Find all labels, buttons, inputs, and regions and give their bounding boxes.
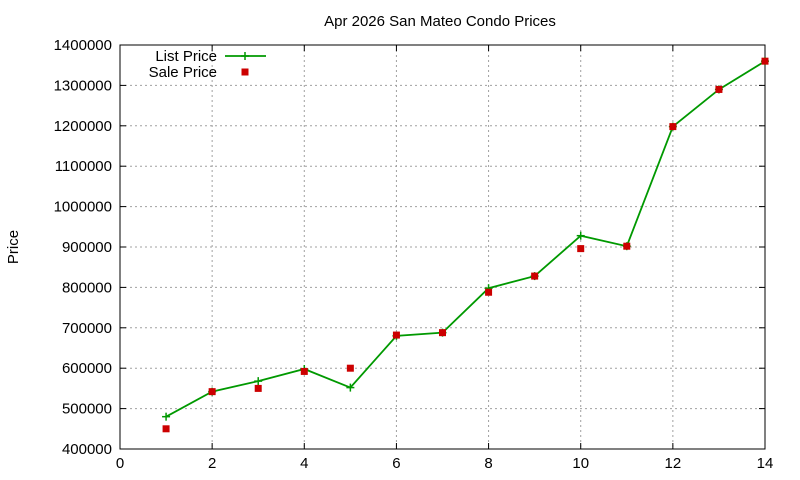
y-tick-label: 700000 — [62, 320, 112, 337]
data-point — [577, 245, 585, 253]
y-tick-label: 1000000 — [54, 199, 112, 216]
data-point — [300, 367, 308, 375]
x-tick-label: 10 — [572, 455, 589, 472]
chart-title: Apr 2026 San Mateo Condo Prices — [324, 13, 556, 30]
y-tick-label: 800000 — [62, 279, 112, 296]
data-point — [669, 123, 677, 131]
legend-marker — [241, 52, 249, 60]
data-point — [162, 425, 170, 433]
data-point — [254, 384, 262, 392]
y-tick-label: 1400000 — [54, 37, 112, 54]
y-tick-label: 600000 — [62, 360, 112, 377]
data-point — [254, 377, 263, 386]
data-point — [439, 329, 446, 337]
y-axis-label: Price — [5, 230, 22, 264]
data-point — [346, 383, 355, 392]
data-point — [485, 288, 493, 296]
data-point — [162, 412, 171, 421]
data-point — [392, 331, 400, 339]
data-point — [208, 388, 216, 396]
series-list-price — [162, 57, 769, 421]
x-tick-label: 14 — [757, 455, 774, 472]
x-tick-label: 0 — [116, 455, 124, 472]
legend-label: Sale Price — [149, 64, 217, 81]
data-point — [715, 85, 723, 93]
x-tick-label: 2 — [208, 455, 216, 472]
x-tick-label: 4 — [300, 455, 308, 472]
data-point — [576, 231, 585, 240]
data-point — [531, 272, 539, 280]
y-tick-label: 500000 — [62, 401, 112, 418]
series-sale-price — [162, 57, 769, 433]
legend-label: List Price — [155, 48, 217, 65]
series-line — [165, 60, 766, 418]
grid — [120, 45, 765, 449]
y-tick-label: 1100000 — [55, 158, 112, 175]
axis-ticks: 0 2 4 6 8 10 12 14 400000 500000 600000 700000 80000… — [54, 37, 774, 472]
x-tick-label: 6 — [392, 455, 400, 472]
y-tick-label: 900000 — [62, 239, 112, 256]
x-tick-label: 12 — [665, 455, 682, 472]
x-tick-label: 8 — [484, 455, 492, 472]
data-point — [623, 242, 631, 250]
series-layer — [162, 57, 769, 433]
legend-marker — [241, 68, 249, 76]
y-tick-label: 1200000 — [54, 118, 112, 135]
y-tick-label: 1300000 — [54, 77, 112, 94]
y-tick-label: 400000 — [62, 441, 112, 458]
data-point — [761, 57, 769, 65]
data-point — [346, 364, 354, 372]
